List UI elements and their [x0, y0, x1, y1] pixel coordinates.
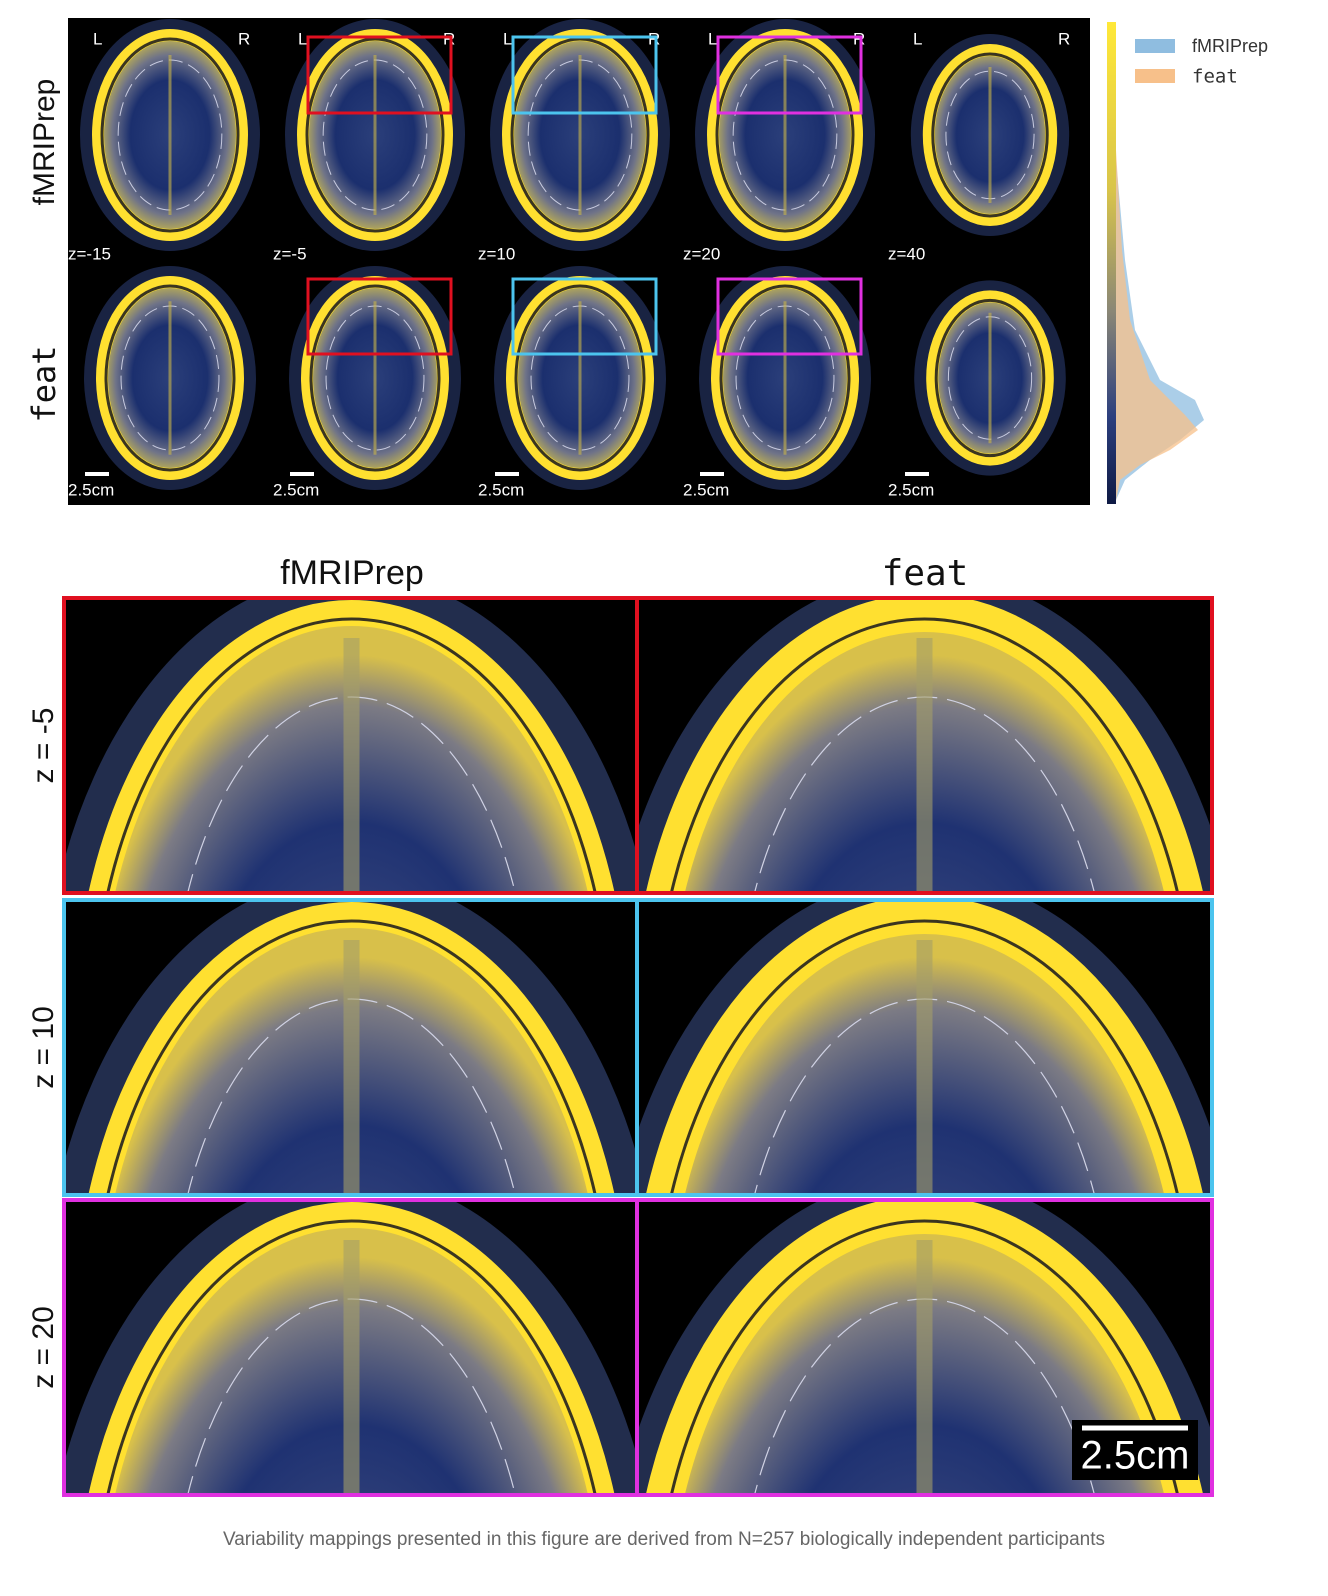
brain-contour [100, 37, 240, 233]
midline [343, 1240, 360, 1495]
brain-contour [931, 52, 1049, 218]
orientation-label: R [238, 29, 250, 48]
zoom-view [64, 598, 639, 893]
slice-label: z=40 [888, 244, 925, 263]
brain-contour [669, 617, 1180, 893]
zoom-view [637, 598, 1212, 893]
zoom-border [635, 898, 1214, 1197]
zoom-view [64, 1200, 639, 1495]
scale-label: 2.5cm [683, 480, 729, 499]
caption: Variability mappings presented in this f… [223, 1529, 1105, 1550]
orientation-label: L [708, 29, 717, 48]
brain-contour [106, 1219, 597, 1495]
roi-box [306, 277, 453, 356]
scale-label: 2.5cm [1081, 1434, 1190, 1478]
legend-label: feat [1192, 66, 1238, 88]
brain-contour [669, 1219, 1180, 1495]
brain-contour [309, 284, 441, 472]
orientation-label: L [913, 29, 922, 48]
legend-label: fMRIPrep [1192, 36, 1268, 56]
scale-label: 2.5cm [273, 480, 319, 499]
midline [343, 638, 360, 893]
brain-contour [305, 37, 445, 233]
roi-box [511, 277, 658, 356]
orientation-label: L [298, 29, 307, 48]
midline [916, 1240, 933, 1495]
row-label: z = 20 [27, 1306, 60, 1389]
slice-label: z=20 [683, 244, 720, 263]
row-label: fMRIPrep [28, 79, 61, 206]
orientation-label: L [503, 29, 512, 48]
row-label: feat [25, 345, 63, 422]
column-title: fMRIPrep [280, 554, 424, 592]
brain-contour [106, 617, 597, 893]
midline [343, 940, 360, 1195]
orientation-label: R [1058, 29, 1070, 48]
zoom-view [64, 900, 639, 1195]
slice-label: z=10 [478, 244, 515, 263]
roi-box [716, 35, 863, 115]
midline [916, 638, 933, 893]
brain-contour [715, 37, 855, 233]
brain-contour [934, 298, 1046, 458]
zoom-border [635, 1198, 1214, 1497]
slice-label: z=-5 [273, 244, 307, 263]
brain-contour [669, 919, 1180, 1195]
histogram-feat [1116, 150, 1198, 500]
column-title: feat [882, 553, 969, 594]
row-label: z = -5 [27, 708, 60, 784]
roi-box [716, 277, 863, 356]
slice-label: z=-15 [68, 244, 111, 263]
brain-contour [106, 919, 597, 1195]
orientation-label: R [853, 29, 865, 48]
legend-swatch-fmriprep [1135, 39, 1175, 53]
roi-box [511, 35, 658, 115]
zoom-view [637, 900, 1212, 1195]
midline [916, 940, 933, 1195]
scale-label: 2.5cm [888, 480, 934, 499]
orientation-label: R [443, 29, 455, 48]
zoom-border [635, 596, 1214, 895]
scale-label: 2.5cm [68, 480, 114, 499]
colorbar [1107, 22, 1116, 504]
brain-contour [510, 37, 650, 233]
orientation-label: R [648, 29, 660, 48]
brain-contour [719, 284, 851, 472]
brain-contour [104, 284, 236, 472]
orientation-label: L [93, 29, 102, 48]
brain-contour [514, 284, 646, 472]
row-label: z = 10 [27, 1006, 60, 1089]
scale-label: 2.5cm [478, 480, 524, 499]
legend-swatch-feat [1135, 69, 1175, 83]
roi-box [306, 35, 453, 115]
